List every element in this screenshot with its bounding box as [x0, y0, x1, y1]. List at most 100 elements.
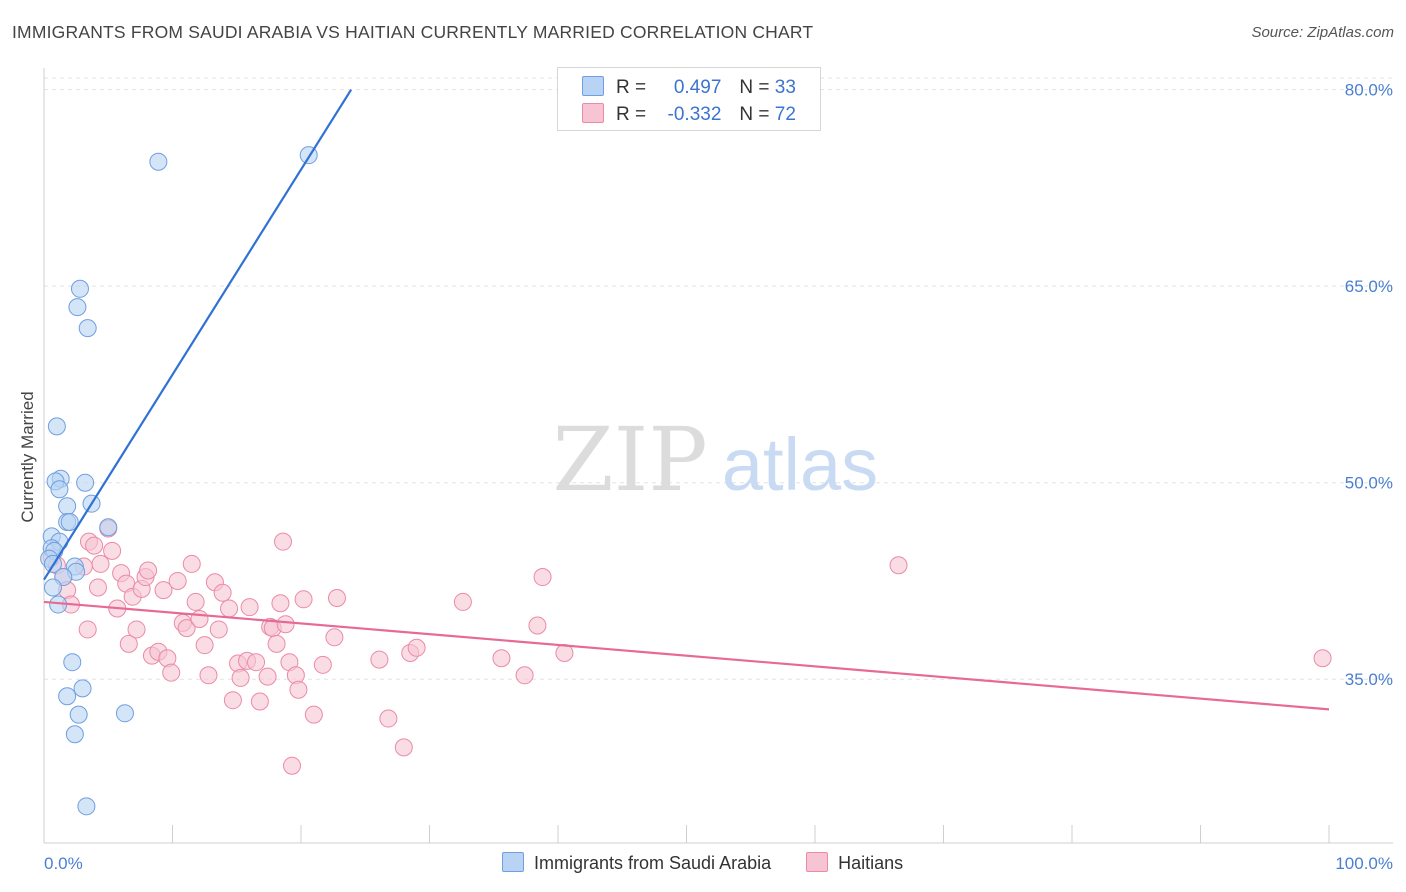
y-tick-label: 35.0% — [1345, 670, 1393, 689]
haitian-point — [407, 638, 426, 657]
haitian-point — [294, 590, 313, 609]
saudi-arabia-point — [69, 705, 88, 724]
gridlines — [44, 77, 1393, 680]
chart-title: IMMIGRANTS FROM SAUDI ARABIA VS HAITIAN … — [12, 22, 814, 42]
legend-item-haitians: Haitians — [806, 852, 903, 874]
saudi-arabia-point — [43, 578, 62, 597]
haitian-point — [154, 581, 173, 600]
saudi-arabia-point — [99, 518, 118, 537]
saudi-arabia-point — [47, 417, 66, 436]
legend-n-label: N = — [739, 104, 770, 125]
saudi-arabia-point — [149, 152, 168, 171]
saudi-arabia-point — [77, 797, 96, 816]
haitian-point — [209, 620, 228, 639]
haitian-point — [139, 561, 158, 580]
saudi-arabia-point — [68, 298, 87, 317]
y-tick-labels: 35.0% 50.0% 65.0% 80.0% — [1345, 81, 1393, 690]
haitian-point — [231, 668, 250, 687]
haitian-point — [119, 634, 138, 653]
haitian-point — [304, 705, 323, 724]
haitian-point — [289, 680, 308, 699]
haitian-point — [528, 616, 547, 635]
haitian-point — [283, 756, 302, 775]
source-credit: Source: ZipAtlas.com — [1251, 24, 1394, 41]
haitian-point — [274, 532, 293, 551]
legend-label: Haitians — [838, 853, 904, 873]
legend-item-saudi-arabia: Immigrants from Saudi Arabia — [502, 852, 771, 874]
y-axis-label: Currently Married — [18, 391, 37, 522]
saudi-arabia-point — [76, 473, 95, 492]
legend-swatch-blue — [502, 852, 524, 872]
haitian-point — [195, 636, 214, 655]
haitian-point — [78, 620, 97, 639]
legend-swatch-pink — [582, 103, 604, 123]
saudi-arabia-point — [60, 513, 79, 532]
legend-label: Immigrants from Saudi Arabia — [534, 853, 772, 873]
haitian-point — [1313, 649, 1332, 668]
haitian-point — [240, 598, 259, 617]
haitian-point — [250, 692, 269, 711]
saudi-arabia-point — [58, 497, 77, 516]
x-tick-label-max: 100.0% — [1335, 854, 1393, 873]
haitian-point — [177, 619, 196, 638]
haitian-point — [394, 738, 413, 757]
haitian-point — [492, 649, 511, 668]
haitian-point — [555, 644, 574, 663]
saudi-arabia-point — [73, 679, 92, 698]
haitian-point — [889, 556, 908, 575]
haitian-point — [515, 666, 534, 685]
saudi-arabia-point — [78, 319, 97, 338]
haitian-point — [186, 592, 205, 611]
legend-n-label: N = — [739, 77, 770, 98]
legend-r-value: 0.497 — [673, 77, 722, 98]
haitian-point — [91, 554, 110, 573]
legend-n-value: 33 — [774, 77, 796, 98]
haitian-point — [190, 609, 209, 628]
correlation-legend: R = 0.497 N = 33 R = -0.332 N = 72 — [557, 67, 821, 131]
haitian-point — [213, 583, 232, 602]
haitian-point — [325, 628, 344, 647]
haitian-point — [327, 588, 346, 607]
saudi-arabia-point — [50, 480, 69, 499]
watermark-atlas: atlas — [722, 423, 878, 506]
haitian-point — [533, 568, 552, 587]
watermark-zip: ZIP — [552, 408, 707, 511]
axes — [43, 68, 1393, 844]
haitians-trend-line — [43, 600, 1330, 711]
haitians-points — [42, 519, 1332, 775]
saudi-arabia-point — [65, 725, 84, 744]
haitian-point — [199, 666, 218, 685]
saudi-arabia-points — [40, 146, 318, 816]
haitian-point — [223, 691, 242, 710]
trend-lines — [43, 89, 1330, 711]
legend-r-label: R = — [616, 104, 647, 125]
haitian-point — [220, 599, 239, 618]
haitian-point — [247, 653, 266, 672]
legend-swatch-pink — [806, 852, 829, 872]
legend-swatch-blue — [582, 76, 604, 96]
y-tick-label: 65.0% — [1345, 277, 1393, 296]
haitian-point — [313, 655, 332, 674]
legend-row-saudi: R = 0.497 N = 33 — [582, 76, 796, 98]
legend-row-haitians: R = -0.332 N = 72 — [582, 103, 796, 125]
saudi-arabia-point — [58, 687, 77, 706]
haitian-point — [453, 592, 472, 611]
y-tick-label: 50.0% — [1345, 474, 1393, 493]
haitian-point — [276, 615, 295, 634]
haitian-point — [103, 541, 122, 560]
saudi-arabia-point — [115, 704, 134, 723]
legend-r-value: -0.332 — [667, 104, 722, 125]
haitian-point — [267, 634, 286, 653]
haitian-point — [88, 578, 107, 597]
y-tick-label: 80.0% — [1345, 81, 1393, 100]
saudi-arabia-point — [70, 279, 89, 298]
series-legend: Immigrants from Saudi Arabia Haitians — [502, 852, 933, 874]
haitian-point — [168, 571, 187, 590]
x-tick-label-min: 0.0% — [44, 854, 83, 873]
haitian-point — [85, 536, 104, 555]
haitian-point — [162, 663, 181, 682]
haitian-point — [370, 650, 389, 669]
haitian-point — [379, 709, 398, 728]
watermark: ZIP atlas — [552, 408, 878, 511]
